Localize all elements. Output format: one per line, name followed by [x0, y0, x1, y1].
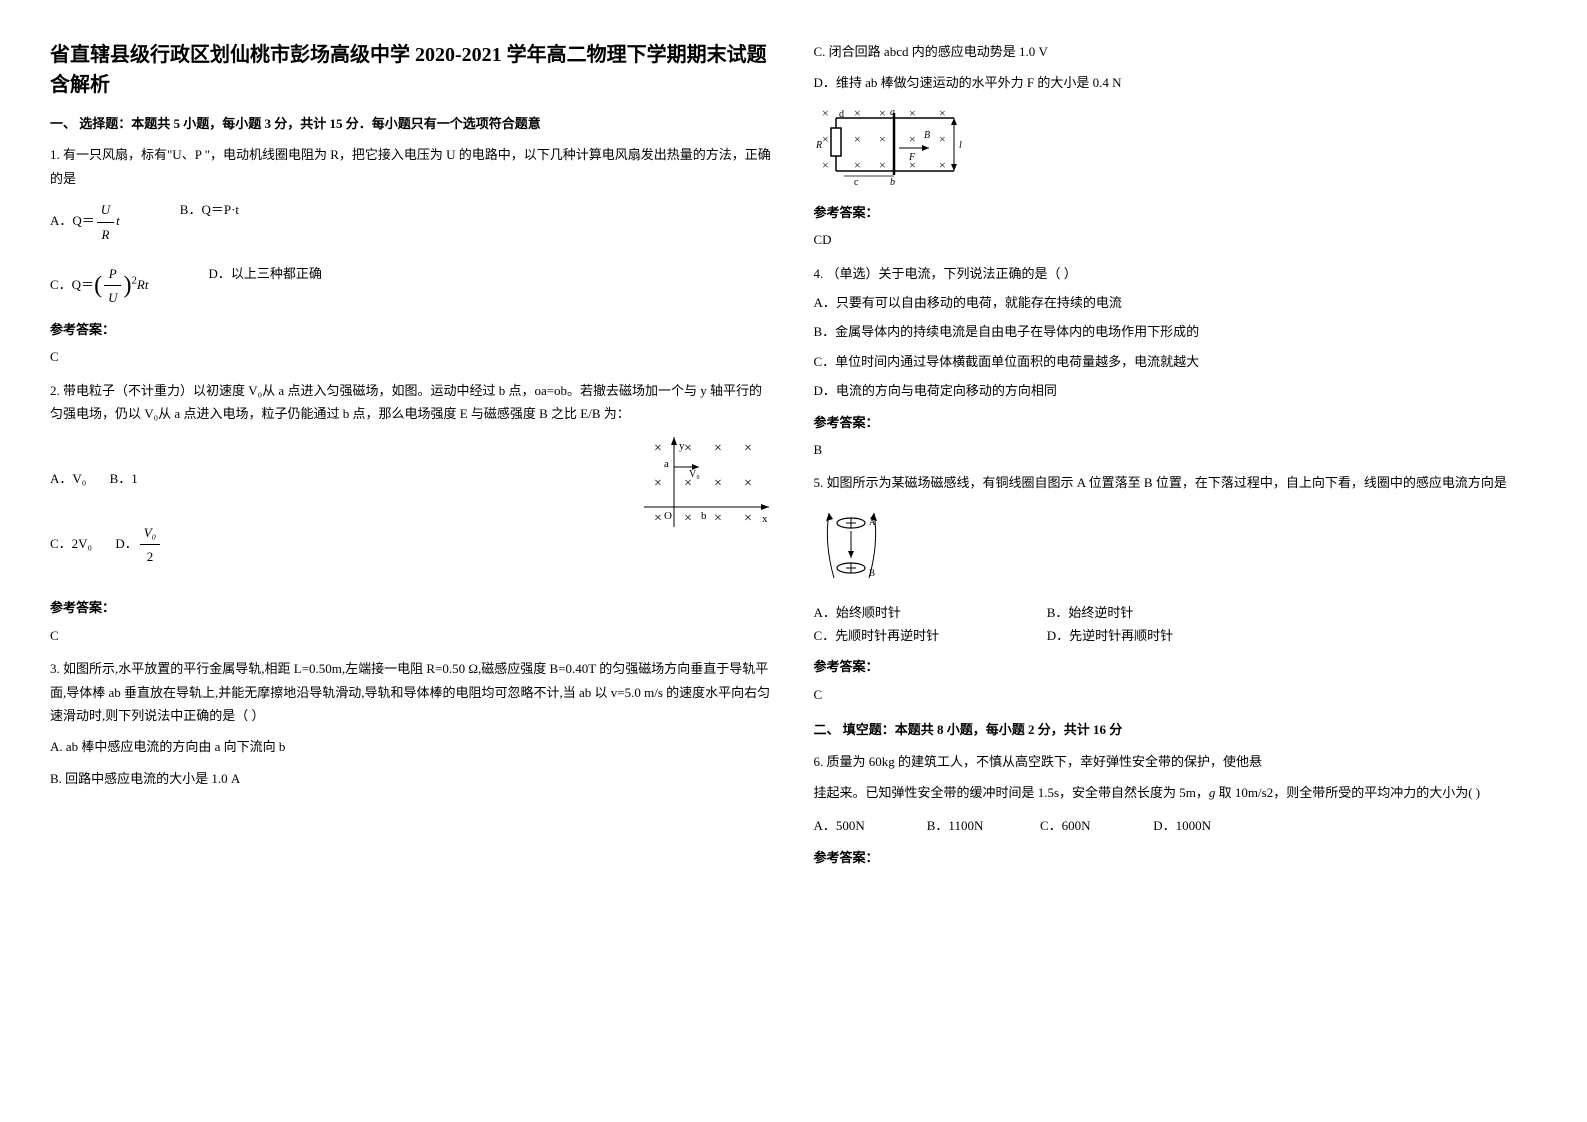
question-4: 4. （单选）关于电流，下列说法正确的是（ ） A．只要有可以自由移动的电荷，就…	[814, 262, 1538, 462]
rail-circuit-diagram: × d × × a × × × × × × B × × × × × ×	[814, 103, 984, 193]
q3-answer: CD	[814, 228, 1538, 251]
q1-answer: C	[50, 345, 774, 368]
q6-options: A．500N B．1100N C．600N D．1000N	[814, 814, 1538, 837]
q2-optA: A．V₀	[50, 471, 86, 486]
q3-diagram: × d × × a × × × × × × B × × × × × ×	[814, 103, 1538, 193]
svg-text:F: F	[908, 152, 916, 163]
q4-answer: B	[814, 438, 1538, 461]
q1-text: 1. 有一只风扇，标有"U、P "，电动机线圈电阻为 R，把它接入电压为 U 的…	[50, 143, 774, 190]
q1-optA: A．Q＝URt	[50, 198, 120, 246]
svg-text:×: ×	[854, 158, 861, 172]
q1-optC: C．Q＝(PU)2Rt	[50, 262, 148, 310]
svg-text:c: c	[854, 177, 859, 188]
q5-optB: B．始终逆时针	[1047, 605, 1134, 620]
q2-text: 2. 带电粒子（不计重力）以初速度 V₀从 a 点进入匀强磁场，如图。运动中经过…	[50, 379, 774, 426]
q6-optD: D．1000N	[1153, 814, 1263, 837]
svg-text:A: A	[869, 517, 876, 527]
svg-text:×: ×	[654, 476, 662, 491]
q2-optB: B．1	[110, 471, 138, 486]
svg-text:b: b	[701, 510, 707, 522]
left-column: 省直辖县级行政区划仙桃市彭场高级中学 2020-2021 学年高二物理下学期期末…	[50, 40, 774, 879]
q5-answer-label: 参考答案：	[814, 655, 1538, 678]
svg-text:V₀: V₀	[689, 469, 700, 480]
q1-optD: D．以上三种都正确	[208, 262, 321, 310]
question-3: 3. 如图所示,水平放置的平行金属导轨,相距 L=0.50m,左端接一电阻 R=…	[50, 657, 774, 790]
q2-optD: D．V₀2	[115, 536, 162, 551]
right-column: C. 闭合回路 abcd 内的感应电动势是 1.0 V D．维持 ab 棒做匀速…	[814, 40, 1538, 879]
svg-text:a: a	[664, 458, 669, 470]
q3-optD: D．维持 ab 棒做匀速运动的水平外力 F 的大小是 0.4 N	[814, 71, 1538, 94]
svg-text:b: b	[890, 177, 895, 188]
q5-optA: A．始终顺时针	[814, 601, 1044, 624]
q4-text: 4. （单选）关于电流，下列说法正确的是（ ）	[814, 262, 1538, 285]
question-1: 1. 有一只风扇，标有"U、P "，电动机线圈电阻为 R，把它接入电压为 U 的…	[50, 143, 774, 368]
svg-text:×: ×	[939, 158, 946, 172]
q4-optA: A．只要有可以自由移动的电荷，就能存在持续的电流	[814, 291, 1538, 314]
q6-answer-label: 参考答案：	[814, 846, 1538, 869]
svg-text:B: B	[924, 130, 930, 141]
q2-optC: C．2V₀	[50, 536, 92, 551]
svg-text:y: y	[679, 440, 685, 452]
q3-optC: C. 闭合回路 abcd 内的感应电动势是 1.0 V	[814, 40, 1538, 63]
svg-text:×: ×	[939, 132, 946, 146]
svg-text:×: ×	[744, 511, 752, 526]
svg-text:×: ×	[744, 476, 752, 491]
svg-text:x: x	[762, 513, 768, 525]
svg-text:×: ×	[879, 132, 886, 146]
q3-answer-label: 参考答案：	[814, 201, 1538, 224]
svg-text:O: O	[664, 510, 672, 522]
section2-header: 二、 填空题：本题共 8 小题，每小题 2 分，共计 16 分	[814, 718, 1538, 741]
svg-text:R: R	[815, 140, 822, 151]
q5-optC: C．先顺时针再逆时针	[814, 624, 1044, 647]
svg-text:×: ×	[822, 132, 829, 146]
q1-answer-label: 参考答案：	[50, 318, 774, 341]
svg-text:×: ×	[684, 511, 692, 526]
q2-diagram: ×××× ×××× ×××× y x O b a V₀	[644, 437, 774, 537]
question-3-cont: C. 闭合回路 abcd 内的感应电动势是 1.0 V D．维持 ab 棒做匀速…	[814, 40, 1538, 252]
q6-optC: C．600N	[1040, 814, 1150, 837]
svg-text:×: ×	[654, 511, 662, 526]
q5-optD: D．先逆时针再顺时针	[1047, 628, 1173, 643]
magnetic-field-diagram: ×××× ×××× ×××× y x O b a V₀	[644, 437, 774, 537]
q4-optD: D．电流的方向与电荷定向移动的方向相同	[814, 379, 1538, 402]
question-6: 6. 质量为 60kg 的建筑工人，不慎从高空跌下，幸好弹性安全带的保护，使他悬…	[814, 750, 1538, 870]
question-2: 2. 带电粒子（不计重力）以初速度 V₀从 a 点进入匀强磁场，如图。运动中经过…	[50, 379, 774, 648]
q6-text2: 挂起来。已知弹性安全带的缓冲时间是 1.5s，安全带自然长度为 5m，g 取 1…	[814, 781, 1538, 804]
q5-options: A．始终顺时针 B．始终逆时针 C．先顺时针再逆时针 D．先逆时针再顺时针	[814, 601, 1538, 648]
q4-optC: C．单位时间内通过导体横截面单位面积的电荷量越多，电流就越大	[814, 350, 1538, 373]
document-title: 省直辖县级行政区划仙桃市彭场高级中学 2020-2021 学年高二物理下学期期末…	[50, 40, 774, 100]
q3-optA: A. ab 棒中感应电流的方向由 a 向下流向 b	[50, 735, 774, 758]
coil-drop-diagram: A B	[814, 503, 894, 593]
svg-text:×: ×	[714, 511, 722, 526]
svg-text:×: ×	[909, 132, 916, 146]
q1-options: A．Q＝URt B．Q＝P·t C．Q＝(PU)2Rt D．以上三种都正确	[50, 198, 774, 310]
q5-answer: C	[814, 683, 1538, 706]
q5-text: 5. 如图所示为某磁场磁感线，有铜线圈自图示 A 位置落至 B 位置，在下落过程…	[814, 471, 1538, 494]
q3-optB: B. 回路中感应电流的大小是 1.0 A	[50, 767, 774, 790]
q5-diagram: A B	[814, 503, 1538, 593]
svg-text:B: B	[869, 568, 875, 578]
q6-text1: 6. 质量为 60kg 的建筑工人，不慎从高空跌下，幸好弹性安全带的保护，使他悬	[814, 750, 1538, 773]
q3-text: 3. 如图所示,水平放置的平行金属导轨,相距 L=0.50m,左端接一电阻 R=…	[50, 657, 774, 727]
svg-text:×: ×	[854, 132, 861, 146]
svg-text:×: ×	[822, 106, 829, 120]
q6-optA: A．500N	[814, 814, 924, 837]
svg-text:×: ×	[879, 158, 886, 172]
q2-answer: C	[50, 624, 774, 647]
svg-text:×: ×	[654, 441, 662, 456]
q6-optB: B．1100N	[927, 814, 1037, 837]
svg-text:×: ×	[714, 441, 722, 456]
question-5: 5. 如图所示为某磁场磁感线，有铜线圈自图示 A 位置落至 B 位置，在下落过程…	[814, 471, 1538, 706]
svg-text:×: ×	[822, 158, 829, 172]
svg-text:l: l	[959, 140, 962, 151]
q4-answer-label: 参考答案：	[814, 411, 1538, 434]
svg-text:×: ×	[684, 441, 692, 456]
svg-text:×: ×	[714, 476, 722, 491]
q4-optB: B．金属导体内的持续电流是自由电子在导体内的电场作用下形成的	[814, 320, 1538, 343]
svg-text:×: ×	[744, 441, 752, 456]
q1-optB: B．Q＝P·t	[180, 198, 239, 246]
q2-answer-label: 参考答案：	[50, 596, 774, 619]
section1-header: 一、 选择题：本题共 5 小题，每小题 3 分，共计 15 分．每小题只有一个选…	[50, 112, 774, 135]
